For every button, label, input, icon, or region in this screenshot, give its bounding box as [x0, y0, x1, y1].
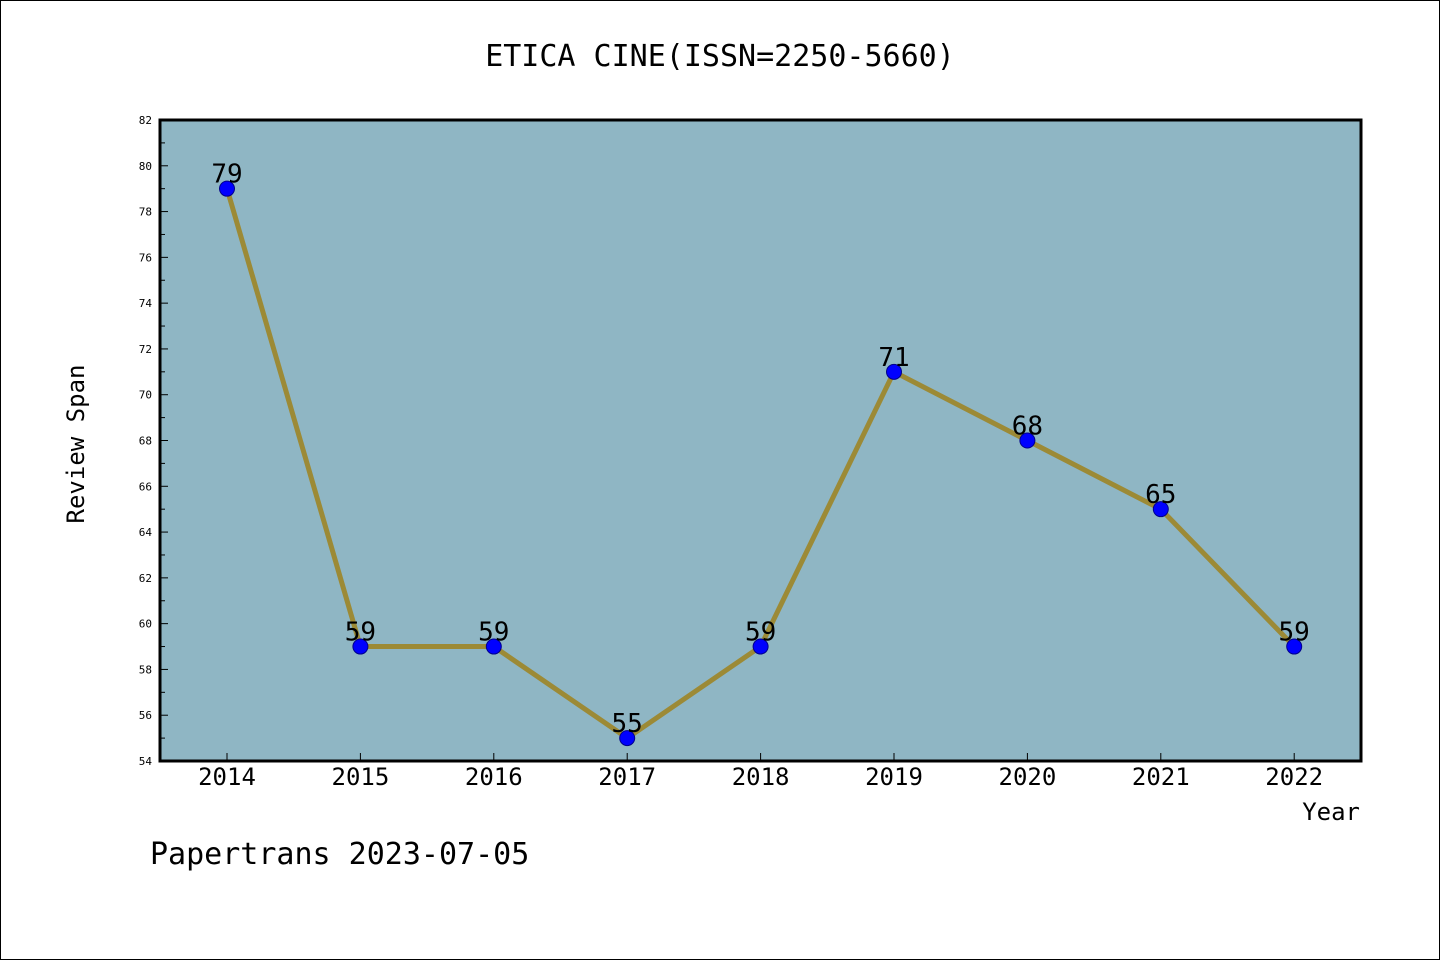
footer-text: Papertrans 2023-07-05 [150, 837, 529, 872]
y-tick-label: 78 [139, 206, 152, 219]
data-label: 65 [1145, 480, 1176, 510]
x-tick-label: 2014 [198, 763, 256, 791]
data-label: 55 [612, 709, 643, 739]
y-tick-label: 74 [139, 297, 153, 310]
data-point [1152, 501, 1169, 518]
y-tick-label: 62 [139, 572, 152, 585]
y-tick-label: 54 [139, 755, 153, 768]
x-tick-label: 2019 [865, 763, 923, 791]
x-tick-label: 2018 [732, 763, 790, 791]
data-point [886, 363, 902, 380]
data-point [619, 730, 636, 747]
plot-area [160, 120, 1361, 761]
x-axis: 2014 2015 2016 2017 2018 2019 2020 2021 2022 [198, 753, 1323, 791]
data-label: 68 [1012, 412, 1043, 442]
plot-border [158, 118, 1363, 763]
x-tick-label: 2020 [999, 763, 1057, 791]
y-tick-label: 66 [139, 480, 152, 493]
x-tick-label: 2017 [598, 763, 656, 791]
chart-title: ETICA CINE(ISSN=2250-5660) [485, 39, 955, 74]
data-label: 59 [478, 618, 509, 648]
data-label: 79 [211, 160, 242, 190]
y-tick-label: 82 [139, 114, 152, 127]
y-tick-label: 64 [139, 526, 153, 539]
data-point [352, 638, 369, 655]
y-tick-label: 70 [139, 389, 152, 402]
data-label: 71 [878, 343, 909, 373]
y-tick-label: 56 [139, 709, 152, 722]
x-tick-label: 2021 [1132, 763, 1190, 791]
y-tick-label: 76 [139, 251, 152, 264]
x-tick-label: 2015 [332, 763, 390, 791]
y-tick-label: 80 [139, 160, 152, 173]
data-label: 59 [1279, 618, 1310, 648]
x-axis-label: Year [1302, 798, 1360, 826]
data-series: 79 59 59 55 59 71 68 65 59 [211, 160, 1310, 747]
y-axis-label: Review Span [62, 365, 90, 524]
data-point [1286, 638, 1303, 655]
x-tick-label: 2022 [1265, 763, 1323, 791]
data-point [219, 180, 235, 197]
data-point [752, 638, 769, 655]
y-tick-label: 58 [139, 663, 152, 676]
y-tick-label: 60 [139, 618, 152, 631]
data-label: 59 [745, 618, 776, 648]
data-point [1019, 432, 1036, 449]
y-tick-label: 72 [139, 343, 152, 356]
data-label: 59 [345, 618, 376, 648]
data-point [485, 638, 502, 655]
y-tick-label: 68 [139, 435, 152, 448]
x-tick-label: 2016 [465, 763, 523, 791]
